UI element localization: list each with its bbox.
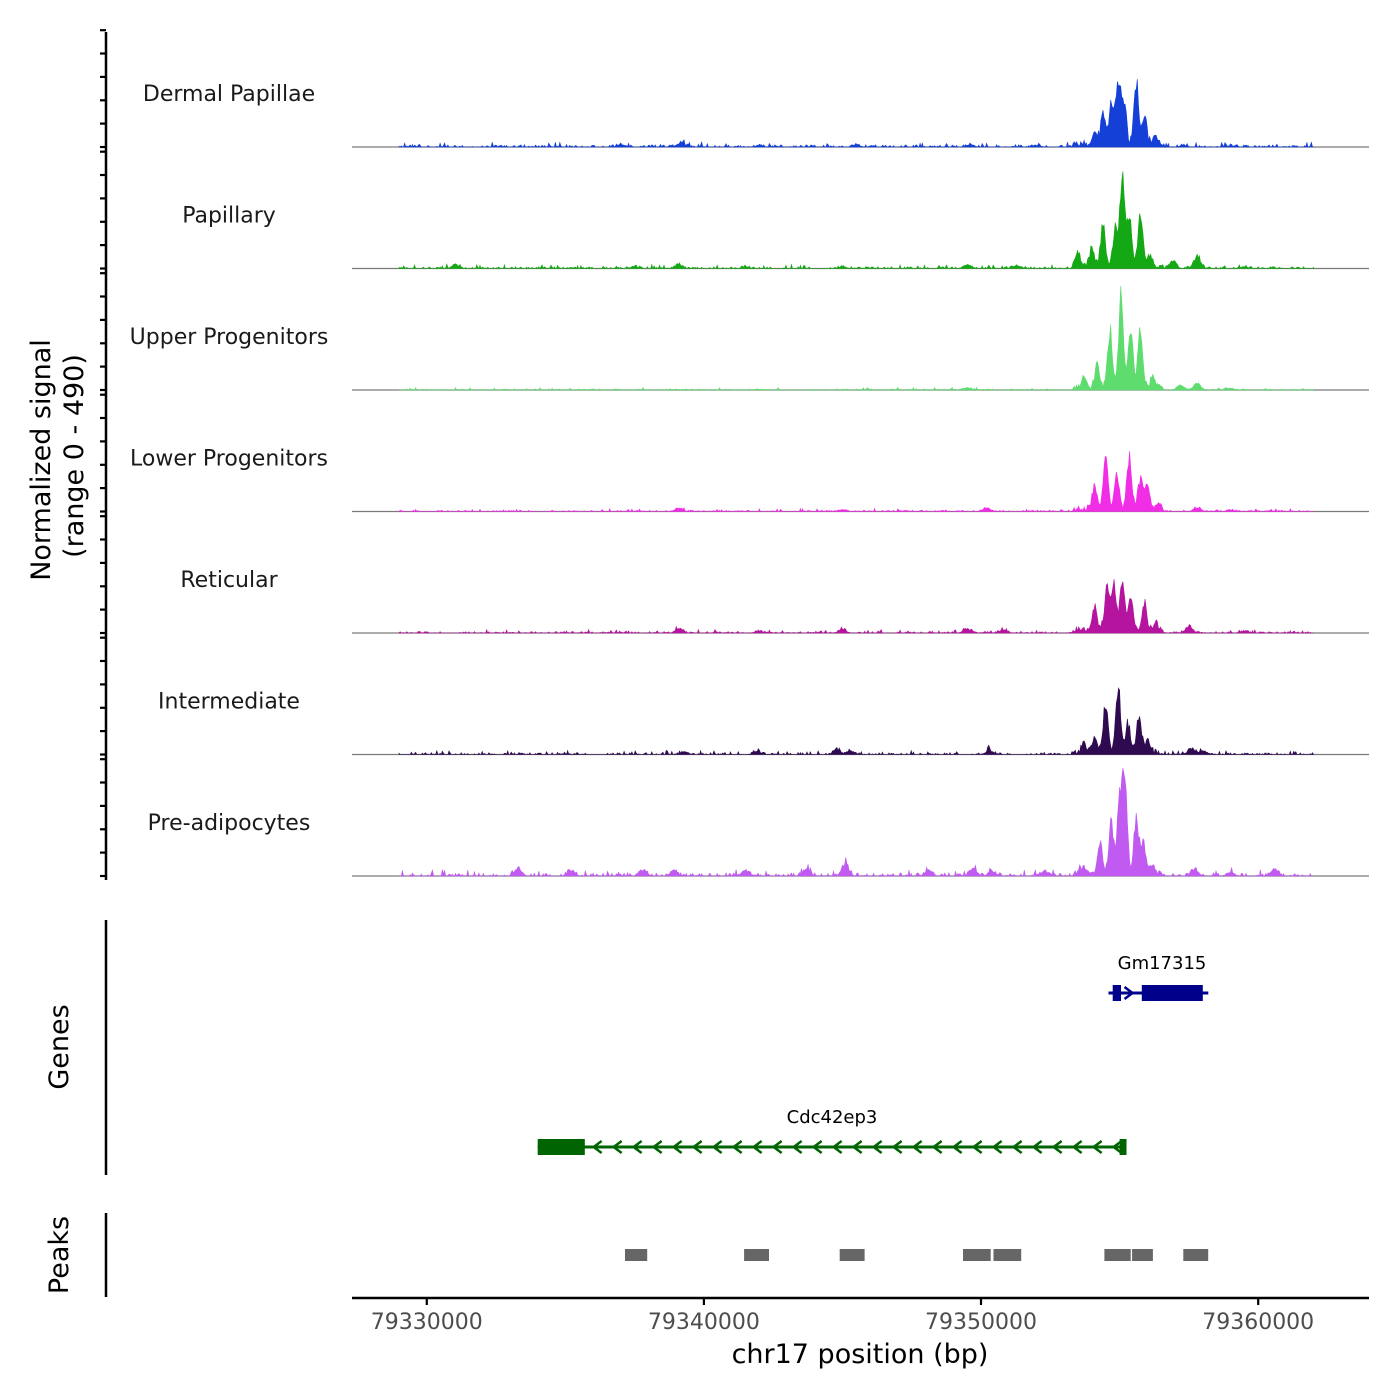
peak-region — [1132, 1249, 1153, 1261]
signal-track: Pre-adipocytes — [148, 767, 1369, 878]
strand-chevron — [1111, 1140, 1123, 1154]
genes-axis-title: Genes — [44, 1004, 75, 1089]
peak-region — [1183, 1249, 1209, 1261]
strand-chevron — [891, 1140, 903, 1154]
signal-area — [398, 579, 1314, 634]
strand-chevron — [731, 1140, 743, 1154]
track-label: Intermediate — [158, 690, 300, 715]
track-label: Lower Progenitors — [130, 447, 328, 472]
signal-track: Lower Progenitors — [130, 447, 1369, 513]
strand-chevron — [931, 1140, 943, 1154]
peak-region — [625, 1249, 648, 1261]
x-tick-label: 79350000 — [925, 1310, 1037, 1335]
signal-track: Intermediate — [158, 687, 1369, 756]
signal-area — [398, 687, 1315, 756]
y-axis-range: (range 0 - 490) — [59, 354, 90, 558]
peaks-axis-title: Peaks — [44, 1216, 75, 1294]
x-tick-label: 79340000 — [648, 1310, 760, 1335]
strand-chevron — [691, 1140, 703, 1154]
strand-chevron — [911, 1140, 923, 1154]
gene-exon — [537, 1139, 585, 1155]
peak-region — [744, 1249, 769, 1261]
signal-area — [398, 79, 1314, 149]
strand-chevron — [711, 1140, 723, 1154]
signal-track: Dermal Papillae — [143, 79, 1369, 149]
track-label: Upper Progenitors — [130, 325, 329, 350]
strand-chevron — [991, 1140, 1003, 1154]
strand-chevron — [971, 1140, 983, 1154]
strand-chevron — [631, 1140, 643, 1154]
strand-chevron — [1123, 986, 1135, 1000]
gene-label: Gm17315 — [1118, 953, 1207, 974]
strand-chevron — [751, 1140, 763, 1154]
strand-chevron — [791, 1140, 803, 1154]
strand-chevron — [1051, 1140, 1063, 1154]
signal-area — [399, 767, 1314, 878]
gene-annotations: Gm17315 Cdc42ep3 — [537, 953, 1209, 1155]
strand-chevron — [591, 1140, 603, 1154]
peak-region — [993, 1249, 1022, 1261]
track-label: Papillary — [182, 204, 276, 229]
gene-model: Cdc42ep3 — [537, 1107, 1127, 1155]
signal-area — [398, 171, 1314, 270]
signal-area — [399, 286, 1314, 391]
signal-tracks: Dermal Papillae Papillary Upper Progenitor… — [130, 79, 1369, 878]
peak-region — [839, 1249, 865, 1261]
x-axis-ticks: 79330000 79340000 79350000 79360000 — [371, 1298, 1314, 1335]
strand-chevron — [1071, 1140, 1083, 1154]
signal-track: Reticular — [180, 568, 1369, 634]
strand-chevron — [771, 1140, 783, 1154]
strand-chevron — [1031, 1140, 1043, 1154]
strand-chevron — [1011, 1140, 1023, 1154]
strand-chevron — [831, 1140, 843, 1154]
strand-chevron — [851, 1140, 863, 1154]
strand-chevron — [951, 1140, 963, 1154]
strand-chevron — [1091, 1140, 1103, 1154]
signal-track: Upper Progenitors — [130, 286, 1369, 391]
strand-chevron — [811, 1140, 823, 1154]
strand-chevron — [651, 1140, 663, 1154]
signal-area — [398, 451, 1314, 513]
track-label: Reticular — [180, 568, 278, 593]
strand-chevron — [611, 1140, 623, 1154]
gene-label: Cdc42ep3 — [787, 1107, 878, 1128]
track-label: Pre-adipocytes — [148, 811, 311, 836]
gene-model: Gm17315 — [1108, 953, 1209, 1001]
peak-region — [1104, 1249, 1131, 1261]
gene-exon — [1119, 1139, 1127, 1155]
x-tick-label: 79360000 — [1202, 1310, 1314, 1335]
strand-chevron — [671, 1140, 683, 1154]
track-label: Dermal Papillae — [143, 82, 315, 107]
gene-exon — [1141, 985, 1203, 1001]
x-tick-label: 79330000 — [371, 1310, 483, 1335]
peak-region — [963, 1249, 991, 1261]
x-axis-title: chr17 position (bp) — [732, 1339, 989, 1370]
signal-track: Papillary — [182, 171, 1369, 270]
y-axis-title: Normalized signal — [26, 339, 57, 581]
peak-regions — [625, 1249, 1209, 1261]
signal-y-axis-ticks — [100, 29, 106, 878]
gene-exon — [1112, 985, 1121, 1001]
strand-chevron — [871, 1140, 883, 1154]
